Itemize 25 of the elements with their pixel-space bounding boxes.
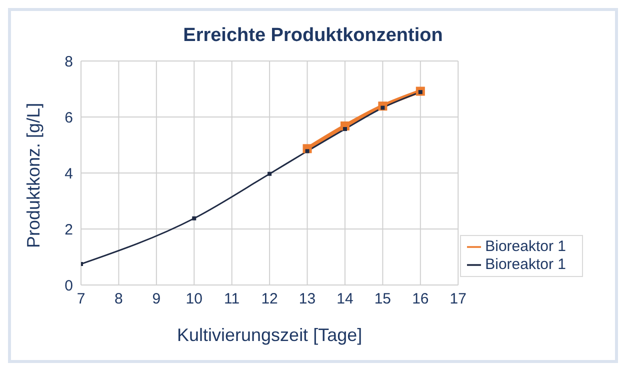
- y-tick-label: 8: [64, 53, 73, 70]
- y-axis-title: Produktkonz. [g/L]: [23, 102, 44, 248]
- x-tick-label: 10: [186, 290, 202, 308]
- x-tick-label: 8: [114, 290, 123, 308]
- x-tick-label: 9: [152, 290, 161, 308]
- y-tick-label: 6: [64, 109, 73, 126]
- x-tick-label: 14: [336, 290, 354, 308]
- legend-label: Bioreaktor 1: [485, 238, 566, 255]
- x-tick-label: 12: [261, 290, 278, 308]
- y-tick-label: 4: [64, 165, 73, 182]
- point: [192, 216, 196, 220]
- y-tick-label: 0: [64, 277, 73, 294]
- point: [268, 172, 272, 176]
- x-tick-label: 13: [298, 290, 316, 308]
- x-tick-label: 11: [224, 290, 240, 308]
- point: [342, 127, 347, 132]
- y-tick-label: 2: [64, 221, 73, 238]
- chart-title: Erreichte Produktkonzention: [182, 24, 444, 48]
- x-tick-label: 17: [450, 290, 466, 308]
- x-axis-title: Kultivierungszeit [Tage]: [177, 325, 362, 345]
- legend-label: Bioreaktor 1: [485, 256, 566, 273]
- x-tick-label: 15: [374, 290, 392, 308]
- x-tick-label: 16: [412, 290, 429, 308]
- x-tick-label: 7: [76, 290, 86, 308]
- point: [305, 149, 310, 154]
